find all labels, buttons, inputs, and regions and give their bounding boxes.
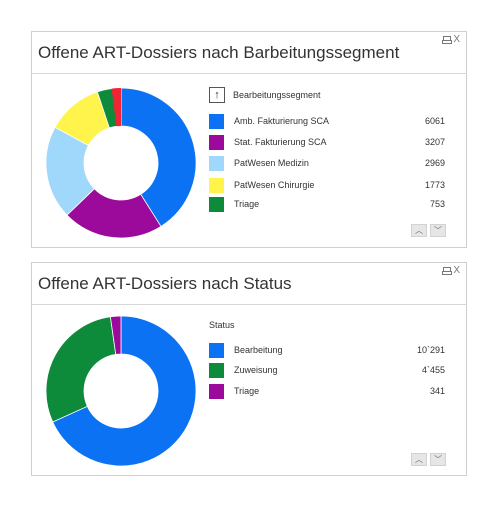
panel-header-icons: X (442, 34, 460, 45)
print-icon[interactable] (442, 36, 453, 44)
legend-label: Triage (234, 386, 260, 396)
segment-donut-chart (46, 87, 196, 239)
donut-slice-amb-fakturierung-sca[interactable] (120, 87, 196, 228)
scroll-up-button[interactable]: ︿ (411, 453, 427, 466)
legend-value: 10`291 (416, 345, 445, 355)
legend-row[interactable]: PatWesen Chirurgie 1773 (209, 177, 445, 193)
legend-row[interactable]: Amb. Fakturierung SCA 6061 (209, 113, 445, 129)
legend-row[interactable]: Stat. Fakturierung SCA 3207 (209, 134, 445, 150)
panel-header: Offene ART-Dossiers nach Barbeitungssegm… (32, 32, 466, 74)
legend-label: Triage (234, 199, 260, 209)
panel-title: Offene ART-Dossiers nach Barbeitungssegm… (38, 43, 400, 62)
legend-swatch (209, 113, 224, 129)
legend-row[interactable]: PatWesen Medizin 2969 (209, 155, 445, 171)
donut-slice-zuweisung[interactable] (46, 316, 117, 423)
legend-swatch (209, 362, 224, 378)
legend-row[interactable]: Zuweisung 4`455 (209, 362, 445, 378)
scroll-up-button[interactable]: ︿ (411, 224, 427, 237)
legend-swatch (209, 342, 224, 358)
legend-row[interactable]: Triage 341 (209, 383, 445, 399)
sort-up-icon[interactable]: ↑ (209, 87, 225, 103)
legend-swatch (209, 134, 224, 150)
status-donut-chart (46, 315, 196, 467)
legend-swatch (209, 155, 224, 171)
legend-value: 6061 (424, 116, 445, 126)
legend-value: 2969 (424, 158, 445, 168)
segment-panel: Offene ART-Dossiers nach Barbeitungssegm… (31, 31, 467, 248)
print-icon[interactable] (442, 267, 453, 275)
legend-row[interactable]: Triage 753 (209, 196, 445, 212)
legend-label: PatWesen Medizin (234, 158, 309, 168)
legend-header: Status (209, 320, 235, 330)
legend-title: Bearbeitungssegment (233, 90, 321, 100)
legend-swatch (209, 383, 224, 399)
legend-pagination: ︿ ﹀ (411, 453, 446, 466)
close-icon[interactable]: X (453, 265, 460, 276)
status-panel: Offene ART-Dossiers nach Status X Status… (31, 262, 467, 476)
legend-label: Bearbeitung (234, 345, 283, 355)
legend-value: 3207 (424, 137, 445, 147)
legend-row[interactable]: Bearbeitung 10`291 (209, 342, 445, 358)
legend-value: 4`455 (421, 365, 445, 375)
legend-swatch (209, 196, 224, 212)
donut-slice-stat-fakturierung-sca[interactable] (66, 188, 162, 239)
panel-header: Offene ART-Dossiers nach Status X (32, 263, 466, 305)
scroll-down-button[interactable]: ﹀ (430, 453, 446, 466)
legend-value: 1773 (424, 180, 445, 190)
legend-label: Stat. Fakturierung SCA (234, 137, 327, 147)
legend-pagination: ︿ ﹀ (411, 224, 446, 237)
donut-slice-other[interactable] (111, 88, 121, 127)
legend-label: PatWesen Chirurgie (234, 180, 315, 190)
legend-value: 753 (429, 199, 445, 209)
panel-header-icons: X (442, 265, 460, 276)
panel-title: Offene ART-Dossiers nach Status (38, 274, 292, 293)
legend-swatch (209, 177, 224, 193)
close-icon[interactable]: X (453, 34, 460, 45)
legend-label: Zuweisung (234, 365, 278, 375)
legend-value: 341 (429, 386, 445, 396)
legend-label: Amb. Fakturierung SCA (234, 116, 330, 126)
scroll-down-button[interactable]: ﹀ (430, 224, 446, 237)
legend-title: Status (209, 320, 235, 330)
legend-header: ↑ Bearbeitungssegment (209, 87, 321, 103)
donut-slice-triage[interactable] (109, 315, 122, 355)
donut-slice-bearbeitung[interactable] (52, 315, 196, 467)
